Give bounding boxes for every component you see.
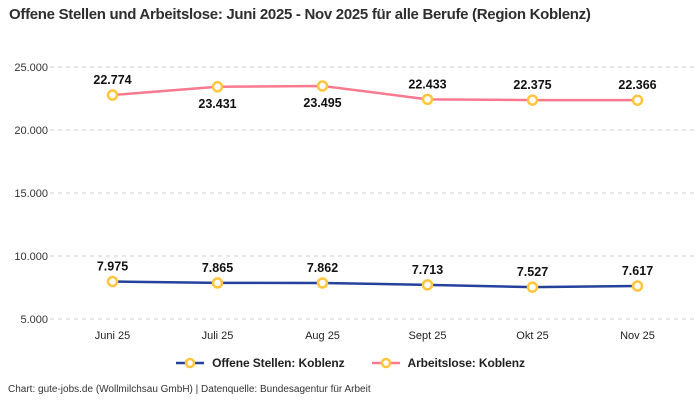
- data-point[interactable]: [421, 93, 434, 106]
- chart-footer-source: Chart: gute-jobs.de (Wollmilchsau GmbH) …: [8, 384, 371, 395]
- legend-marker-offene-stellen-icon: [176, 357, 205, 369]
- data-point-label: 23.431: [198, 97, 236, 111]
- data-point[interactable]: [526, 281, 539, 293]
- data-point[interactable]: [211, 81, 224, 93]
- data-point[interactable]: [631, 94, 644, 106]
- data-point-label: 7.865: [202, 261, 233, 275]
- chart-title: Offene Stellen und Arbeitslose: Juni 202…: [9, 6, 591, 23]
- x-axis-label: Aug 25: [305, 330, 340, 342]
- data-point-label: 22.433: [408, 77, 446, 91]
- legend-label-offene-stellen: Offene Stellen: Koblenz: [212, 356, 345, 370]
- y-axis-label: 5.000: [20, 314, 48, 326]
- data-point-label: 23.495: [303, 96, 341, 110]
- data-point-label: 7.975: [97, 260, 128, 274]
- series-line-0: [111, 280, 639, 289]
- data-point[interactable]: [631, 280, 644, 292]
- data-point[interactable]: [316, 80, 329, 92]
- data-point[interactable]: [421, 279, 434, 291]
- data-point[interactable]: [106, 89, 119, 101]
- data-point-label: 7.862: [307, 261, 338, 275]
- y-axis-label: 20.000: [14, 125, 48, 137]
- x-axis-label: Juli 25: [202, 330, 234, 342]
- legend-item-offene-stellen[interactable]: Offene Stellen: Koblenz: [175, 356, 345, 370]
- data-point[interactable]: [211, 277, 224, 289]
- chart-svg: 5.000 10.000 15.000 20.000 25.000 Juni 25 Juli…: [14, 62, 694, 342]
- data-point[interactable]: [526, 94, 539, 106]
- legend-label-arbeitslose: Arbeitslose: Koblenz: [407, 356, 525, 370]
- legend-item-arbeitslose[interactable]: Arbeitslose: Koblenz: [371, 356, 525, 370]
- legend: Offene Stellen: Koblenz Arbeitslose: Kob…: [0, 356, 700, 370]
- data-point[interactable]: [106, 275, 119, 288]
- data-point-label: 7.713: [412, 263, 443, 277]
- y-axis-label: 10.000: [14, 251, 48, 263]
- x-axis-label: Sept 25: [409, 330, 447, 342]
- x-axis-label: Juni 25: [95, 330, 130, 342]
- data-point-label: 22.375: [513, 78, 551, 92]
- data-point-label: 22.366: [618, 78, 656, 92]
- data-point-label: 7.617: [622, 264, 653, 278]
- x-axis-label: Okt 25: [516, 330, 548, 342]
- legend-marker-arbeitslose-icon: [371, 357, 400, 369]
- series-line-1: [111, 84, 639, 102]
- data-point-label: 22.774: [93, 73, 131, 87]
- y-axis-label: 25.000: [14, 62, 48, 74]
- data-point[interactable]: [316, 277, 329, 289]
- x-axis-label: Nov 25: [620, 330, 655, 342]
- y-axis-label: 15.000: [14, 188, 48, 200]
- data-point-label: 7.527: [517, 265, 548, 279]
